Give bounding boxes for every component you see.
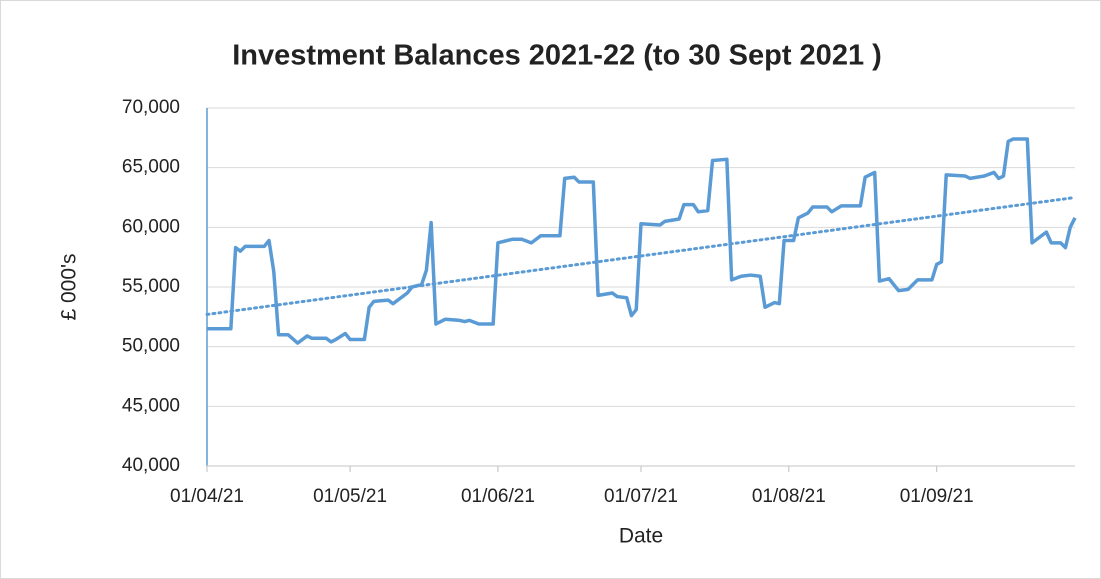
y-tick-label: 70,000 xyxy=(122,97,180,118)
x-tick-label: 01/09/21 xyxy=(900,486,974,507)
trend-line xyxy=(205,196,1077,316)
y-axis-label: £ 000's xyxy=(58,253,81,320)
y-tick-label: 65,000 xyxy=(122,157,180,178)
x-tick-label: 01/07/21 xyxy=(604,486,678,507)
x-axis-label: Date xyxy=(619,525,663,548)
chart-title: Investment Balances 2021-22 (to 30 Sept … xyxy=(232,40,882,72)
x-tick-label: 01/05/21 xyxy=(313,486,387,507)
series-line xyxy=(207,137,1077,345)
x-tick-label: 01/04/21 xyxy=(170,486,244,507)
y-tick-label: 55,000 xyxy=(122,276,180,297)
y-tick-label: 50,000 xyxy=(122,336,180,357)
x-tick-label: 01/06/21 xyxy=(461,486,535,507)
y-tick-label: 40,000 xyxy=(122,455,180,476)
x-tick-label: 01/08/21 xyxy=(752,486,826,507)
y-tick-label: 45,000 xyxy=(122,395,180,416)
y-tick-label: 60,000 xyxy=(122,216,180,237)
